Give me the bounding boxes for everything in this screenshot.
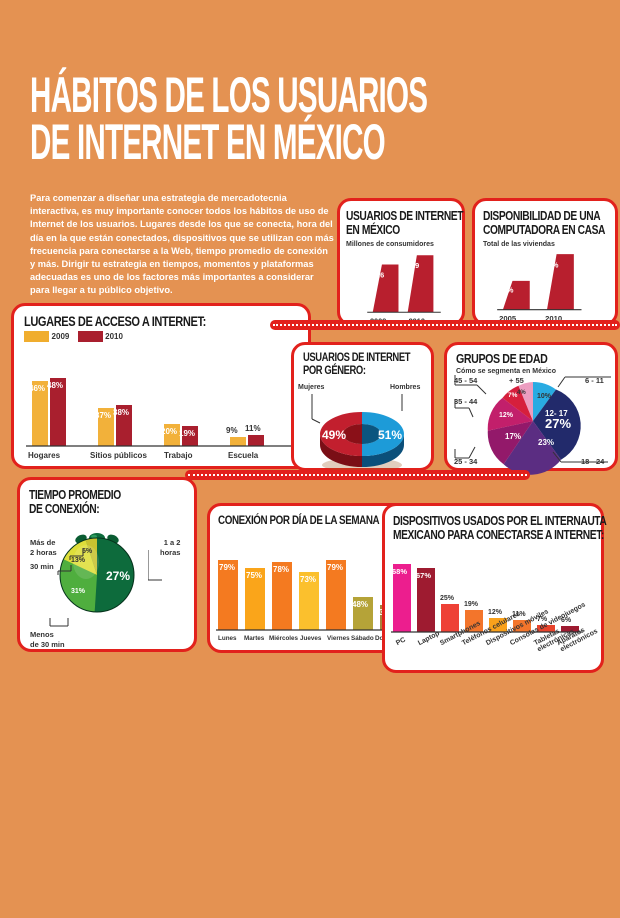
svg-text:51%: 51% [378,428,402,442]
svg-text:20%: 20% [161,427,177,436]
svg-text:19%: 19% [464,601,479,608]
svg-text:37%: 37% [95,411,111,420]
svg-text:Sábado: Sábado [351,635,374,642]
svg-text:73%: 73% [300,575,316,584]
svg-text:46%: 46% [29,384,45,393]
svg-text:27%: 27% [106,569,130,583]
svg-text:Mujeres: Mujeres [298,384,325,391]
svg-text:79%: 79% [327,563,343,572]
svg-text:49%: 49% [322,428,346,442]
svg-text:20%: 20% [498,285,514,294]
svg-text:Escuela: Escuela [228,451,259,460]
svg-text:48%: 48% [352,600,368,609]
svg-text:4%: 4% [517,390,526,396]
svg-text:12%: 12% [488,609,503,616]
svg-text:11%: 11% [245,424,261,433]
svg-text:19%: 19% [179,429,195,438]
svg-text:78%: 78% [273,565,289,574]
svg-text:Sitios públicos: Sitios públicos [90,451,147,460]
svg-text:75%: 75% [246,571,262,580]
svg-text:25%: 25% [440,595,455,602]
svg-text:79%: 79% [219,563,235,572]
svg-text:10%: 10% [537,393,552,400]
svg-text:9%: 9% [226,426,238,435]
svg-text:30.6: 30.6 [370,270,384,279]
svg-text:23%: 23% [538,438,554,447]
svg-text:68%: 68% [392,567,407,576]
svg-text:Trabajo: Trabajo [164,451,193,460]
svg-text:Miércoles: Miércoles [269,635,299,642]
svg-text:Jueves: Jueves [300,635,322,642]
svg-text:67%: 67% [416,571,431,580]
svg-text:27%: 27% [545,416,571,431]
svg-text:17%: 17% [505,432,521,441]
svg-text:29%: 29% [543,261,559,270]
svg-text:48%: 48% [47,381,63,390]
svg-text:Lunes: Lunes [218,635,237,642]
svg-text:Viernes: Viernes [327,635,350,642]
svg-text:12%: 12% [499,412,514,419]
svg-text:38%: 38% [113,408,129,417]
svg-text:34.9: 34.9 [405,261,419,270]
svg-text:Martes: Martes [244,635,265,642]
svg-text:Hombres: Hombres [390,384,420,391]
svg-text:Hogares: Hogares [28,451,61,460]
